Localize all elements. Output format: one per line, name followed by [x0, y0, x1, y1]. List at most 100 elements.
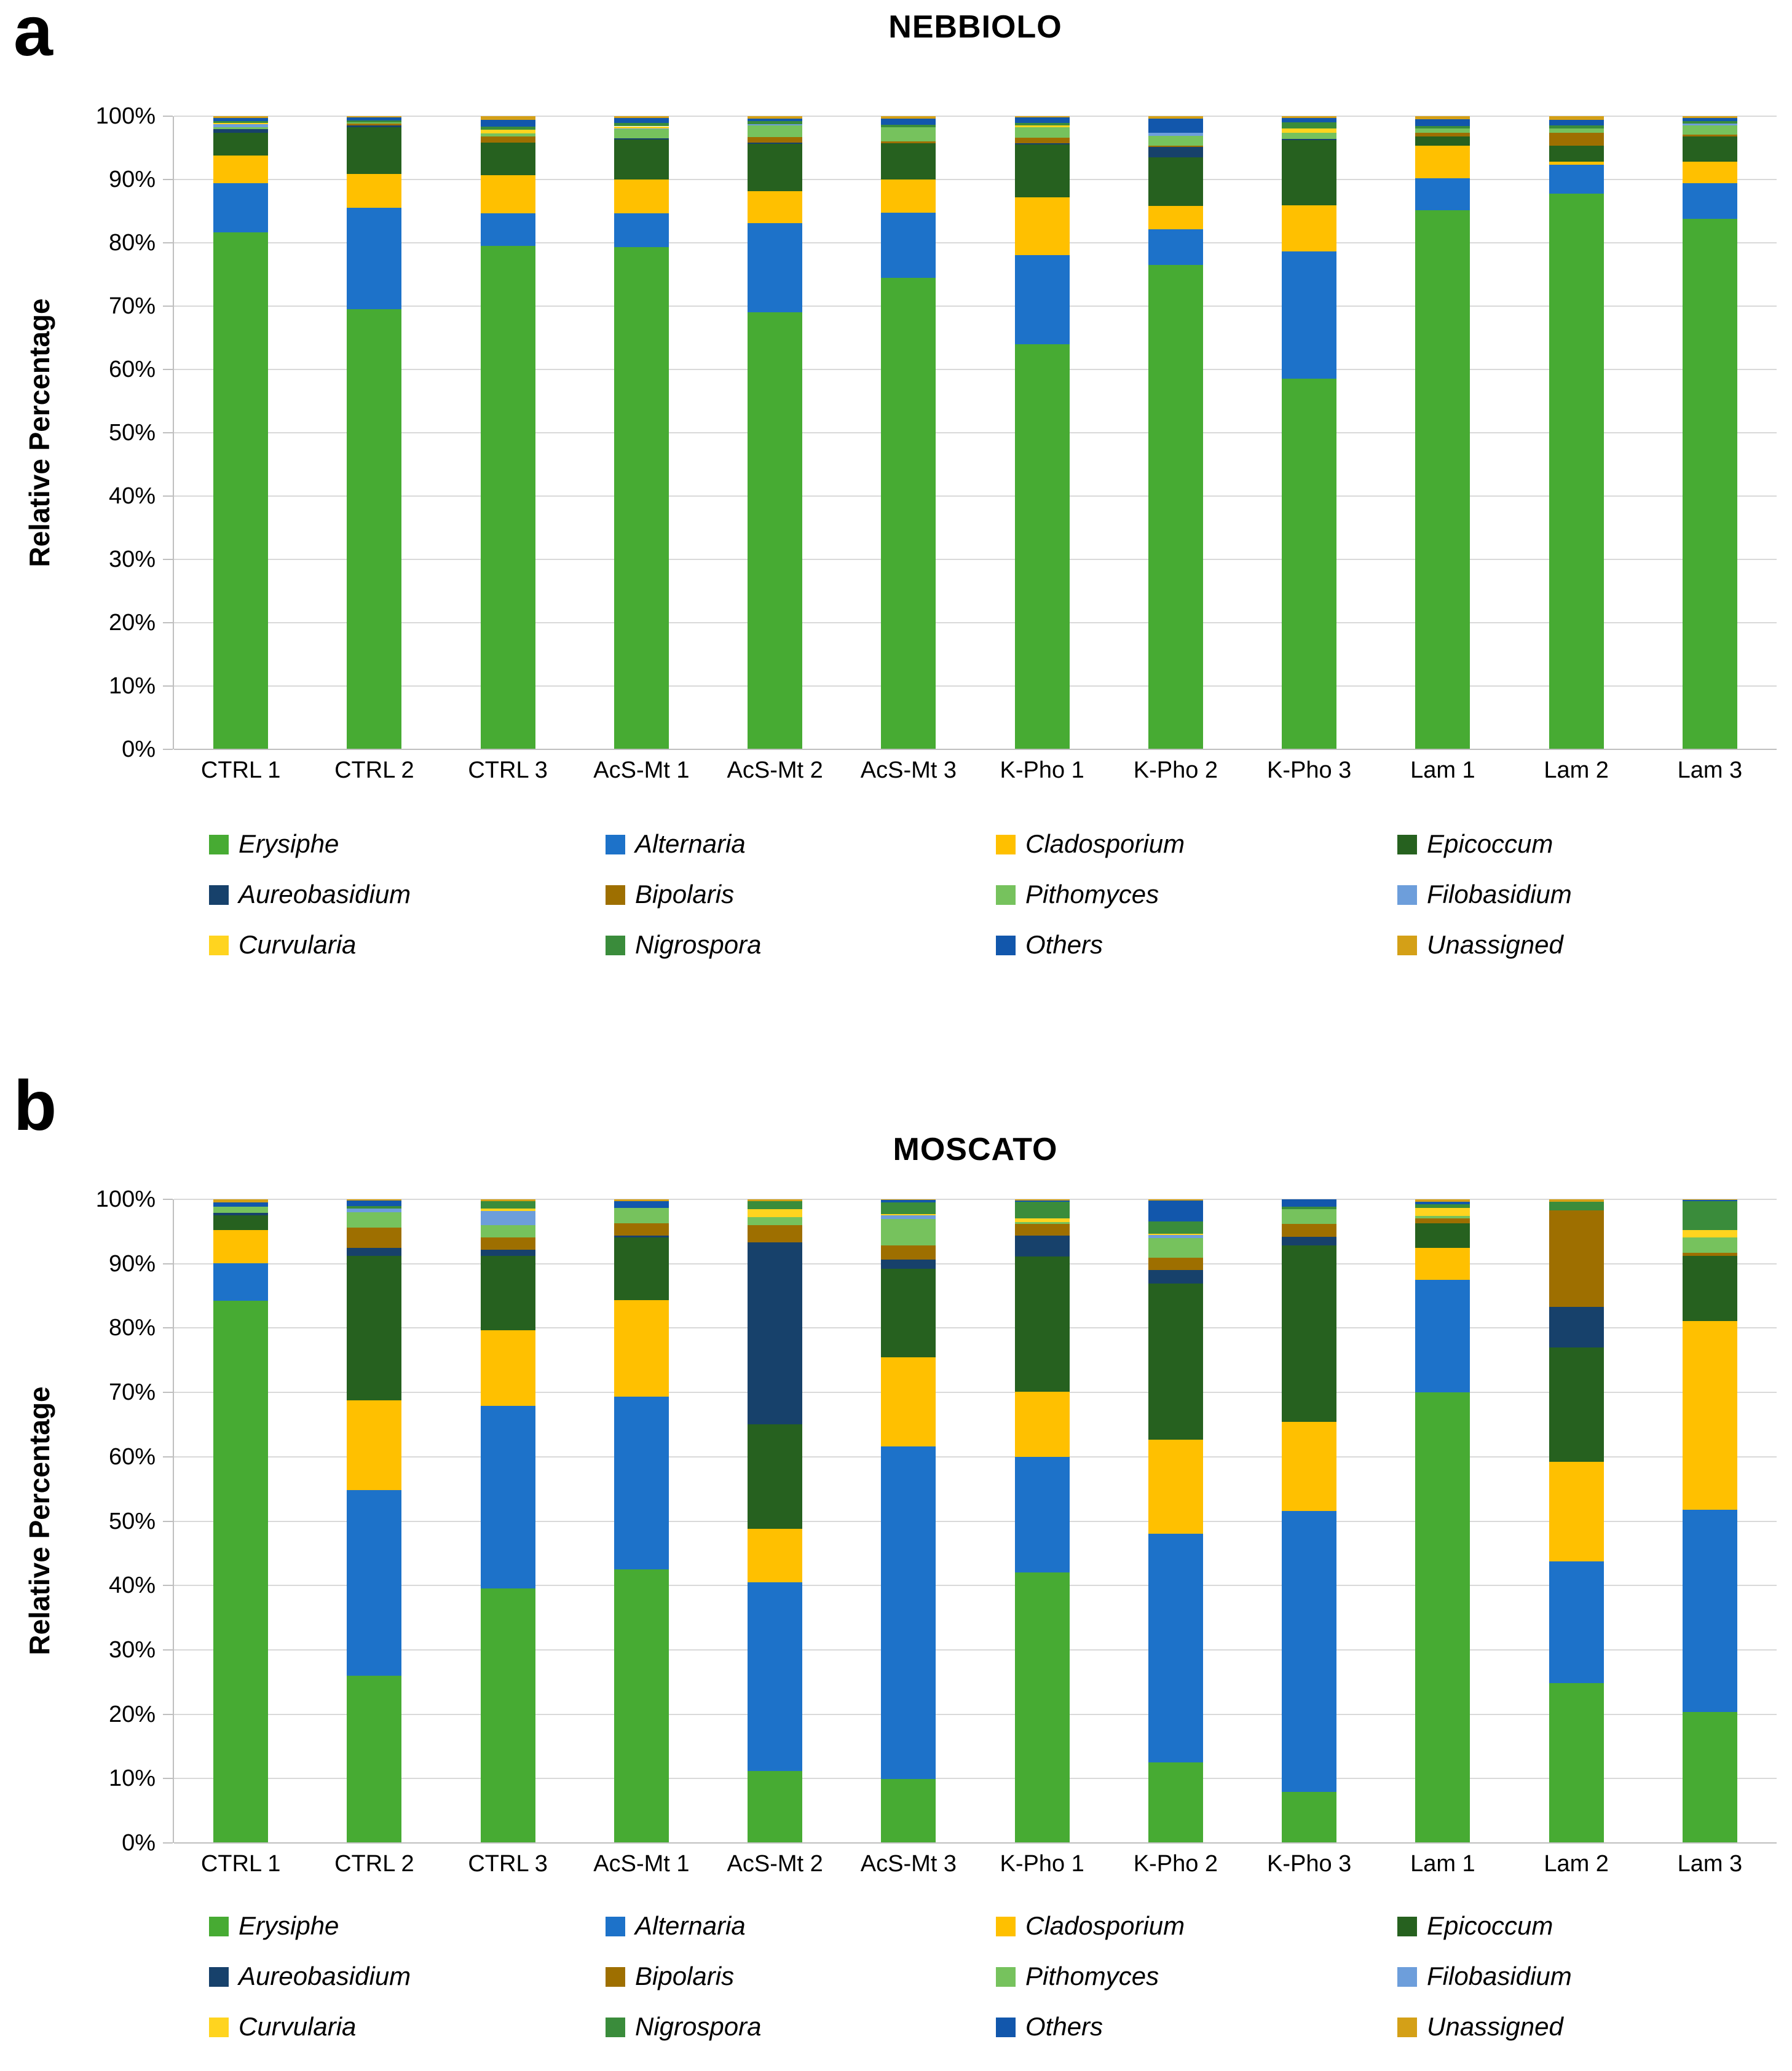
bar-segment-alternaria [614, 213, 669, 248]
bar-segment-unassigned [1549, 1199, 1604, 1202]
y-axis-tick [163, 495, 173, 497]
bar-segment-pithomyces [1282, 132, 1337, 140]
y-axis-tick [163, 1520, 173, 1522]
bar-segment-bipolaris [480, 136, 535, 143]
bar-segment-erysiphe [347, 1675, 402, 1843]
bar-segment-aureobasidium [347, 125, 402, 127]
y-axis-title-a: Relative Percentage [23, 298, 55, 567]
bar-segment-erysiphe [1282, 1792, 1337, 1843]
y-axis-tick [163, 749, 173, 750]
y-tick-label: 50% [108, 1508, 156, 1534]
bar-segment-unassigned [1014, 116, 1070, 118]
legend-label-others: Others [1025, 930, 1103, 959]
y-axis-tick [163, 1392, 173, 1394]
bar-segment-bipolaris [881, 1245, 936, 1260]
bar-segment-filobasidium [614, 128, 669, 129]
bar-segment-erysiphe [1148, 1762, 1203, 1843]
bar-segment-curvularia [1014, 1218, 1070, 1222]
bar-segment-pithomyces [1014, 1221, 1070, 1224]
y-axis-tick [163, 1585, 173, 1587]
bar-segment-aureobasidium [1282, 1236, 1337, 1246]
bar-segment-bipolaris [347, 124, 402, 126]
x-axis-label: AcS-Mt 1 [593, 1851, 690, 1877]
bar-segment-nigrospora [480, 1201, 535, 1209]
bar-segment-cladosporium [881, 1357, 936, 1447]
bar-segment-epicoccum [480, 1256, 535, 1330]
bar-segment-epicoccum [748, 144, 803, 191]
gridline [174, 1392, 1777, 1394]
bar-segment-aureobasidium [881, 1260, 936, 1269]
x-axis-label: K-Pho 1 [1000, 757, 1084, 783]
bar-segment-others [1014, 117, 1070, 124]
plot-area-a [174, 116, 1777, 749]
bar-segment-cladosporium [480, 1330, 535, 1406]
bar-segment-unassigned [480, 116, 535, 120]
y-tick-label: 80% [108, 1315, 156, 1341]
y-tick-label: 40% [108, 483, 156, 509]
x-axis-label: AcS-Mt 3 [860, 1851, 957, 1877]
bar-segment-curvularia [1148, 1233, 1203, 1236]
x-axis-label: CTRL 3 [468, 1851, 548, 1877]
bar-segment-alternaria [347, 208, 402, 310]
gridline [174, 1520, 1777, 1522]
bar-segment-nigrospora [1415, 125, 1470, 129]
x-axis-line [174, 1842, 1777, 1844]
gridline [174, 559, 1777, 560]
bar-segment-others [1415, 119, 1470, 126]
gridline [174, 242, 1777, 243]
bar-segment-others [347, 1201, 402, 1206]
bar-segment-erysiphe [1549, 1683, 1604, 1843]
y-tick-label: 50% [108, 420, 156, 446]
bar-segment-alternaria [1014, 254, 1070, 344]
legend-swatch-curvularia [209, 2018, 229, 2037]
y-axis-tick [163, 1263, 173, 1264]
bar-segment-aureobasidium [614, 1236, 669, 1237]
bar-segment-nigrospora [1014, 1202, 1070, 1219]
y-tick-label: 0% [122, 1830, 156, 1856]
bar-segment-epicoccum [1148, 1284, 1203, 1440]
bar-segment-epicoccum [1549, 146, 1604, 162]
bar-segment-epicoccum [213, 1215, 269, 1231]
bar-segment-nigrospora [1682, 121, 1737, 124]
y-tick-label: 90% [108, 1250, 156, 1277]
y-tick-label: 10% [108, 1765, 156, 1792]
gridline [174, 1649, 1777, 1651]
legend-swatch-others [996, 2018, 1016, 2037]
bar-segment-nigrospora [1282, 1206, 1337, 1209]
bar-segment-cladosporium [347, 173, 402, 208]
bar-segment-bipolaris [1682, 134, 1737, 136]
bar-segment-pithomyces [347, 122, 402, 124]
bar-segment-unassigned [1014, 1199, 1070, 1201]
bar-segment-epicoccum [1415, 136, 1470, 146]
y-axis-tick [163, 179, 173, 180]
y-axis-tick [163, 559, 173, 560]
bar-segment-epicoccum [480, 143, 535, 175]
bar-segment-cladosporium [1549, 1462, 1604, 1562]
bar-segment-epicoccum [881, 1269, 936, 1357]
y-tick-label: 10% [108, 673, 156, 699]
bar-segment-aureobasidium [1549, 1306, 1604, 1347]
legend-label-nigrospora: Nigrospora [635, 2012, 762, 2041]
x-axis-label: K-Pho 2 [1133, 1851, 1218, 1877]
bar-segment-alternaria [480, 1406, 535, 1589]
bar-segment-cladosporium [1549, 162, 1604, 165]
bar-segment-alternaria [881, 212, 936, 278]
legend-swatch-epicoccum [1397, 1917, 1417, 1936]
chart-title-nebbiolo: NEBBIOLO [888, 9, 1062, 45]
legend-swatch-pithomyces [996, 885, 1016, 905]
bar-segment-others [881, 1200, 936, 1203]
bar-segment-nigrospora [1148, 1221, 1203, 1234]
bar-segment-unassigned [213, 1199, 269, 1202]
x-axis-label: Lam 1 [1410, 1851, 1475, 1877]
bar-segment-epicoccum [1014, 144, 1070, 197]
bar-segment-filobasidium [347, 1209, 402, 1212]
bar-segment-alternaria [614, 1397, 669, 1570]
y-tick-label: 30% [108, 1636, 156, 1663]
x-axis-label: Lam 1 [1410, 757, 1475, 783]
bar-segment-unassigned [1282, 116, 1337, 118]
y-tick-label: 100% [95, 1186, 156, 1212]
x-axis-label: CTRL 1 [200, 757, 281, 783]
bar-segment-curvularia [614, 126, 669, 128]
bar-segment-filobasidium [213, 124, 269, 127]
y-tick-label: 100% [95, 103, 156, 129]
